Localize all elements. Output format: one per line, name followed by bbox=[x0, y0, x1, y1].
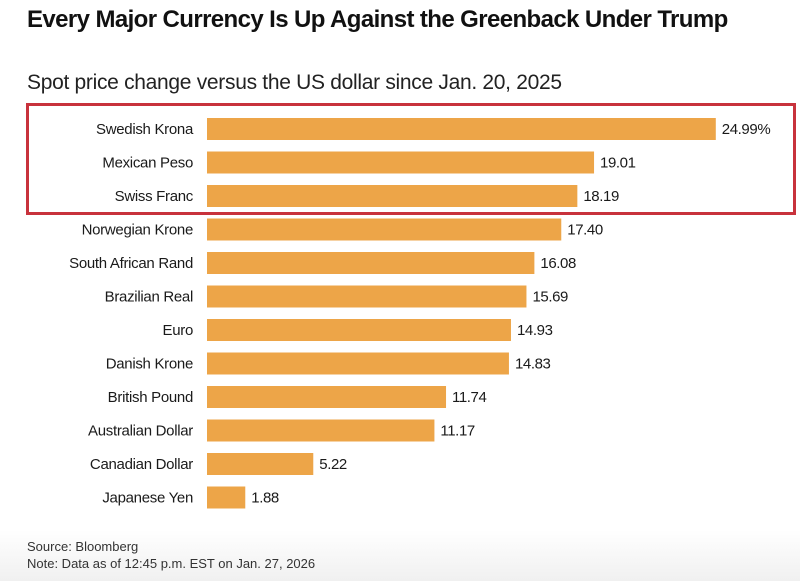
category-label: South African Rand bbox=[69, 255, 193, 272]
bar bbox=[207, 218, 562, 241]
category-label: Norwegian Krone bbox=[82, 222, 193, 239]
value-label: 5.22 bbox=[319, 456, 347, 473]
category-label: Swiss Franc bbox=[115, 188, 194, 205]
bar bbox=[207, 319, 511, 341]
value-label: 11.17 bbox=[440, 423, 474, 440]
category-label: Mexican Peso bbox=[102, 155, 193, 172]
category-label: Danish Krone bbox=[106, 356, 193, 373]
bar bbox=[207, 118, 716, 140]
category-label: Japanese Yen bbox=[102, 490, 193, 507]
value-label: 11.74 bbox=[452, 389, 486, 406]
value-label: 16.08 bbox=[540, 255, 576, 272]
bar bbox=[207, 151, 595, 174]
value-label: 15.69 bbox=[532, 289, 568, 306]
bar bbox=[207, 285, 527, 308]
bar bbox=[207, 386, 447, 408]
value-label: 14.83 bbox=[515, 356, 551, 373]
category-label: Australian Dollar bbox=[88, 423, 193, 440]
bar bbox=[207, 185, 578, 207]
data-note: Note: Data as of 12:45 p.m. EST on Jan. … bbox=[27, 556, 316, 571]
bar bbox=[207, 352, 509, 375]
value-label: 17.40 bbox=[567, 222, 603, 239]
chart-title: Every Major Currency Is Up Against the G… bbox=[27, 6, 728, 33]
value-label: 19.01 bbox=[600, 155, 636, 172]
value-label: 1.88 bbox=[251, 490, 279, 507]
bar-chart: Swedish Krona 24.99% Mexican Peso 19.01 Swis… bbox=[69, 118, 771, 509]
category-label: British Pound bbox=[108, 389, 193, 406]
category-label: Brazilian Real bbox=[105, 289, 193, 306]
source-note: Source: Bloomberg bbox=[27, 539, 139, 554]
footer-background bbox=[0, 530, 800, 581]
value-label: 14.93 bbox=[517, 322, 553, 339]
bar bbox=[207, 453, 314, 475]
category-label: Euro bbox=[163, 322, 194, 339]
category-label: Canadian Dollar bbox=[90, 456, 193, 473]
chart-subtitle: Spot price change versus the US dollar s… bbox=[27, 71, 562, 94]
highlight-box bbox=[26, 103, 796, 215]
bar bbox=[207, 419, 435, 442]
category-label: Swedish Krona bbox=[96, 121, 194, 138]
bar bbox=[207, 486, 246, 509]
value-label: 18.19 bbox=[583, 188, 619, 205]
value-label: 24.99% bbox=[722, 121, 771, 138]
bar bbox=[207, 252, 535, 274]
